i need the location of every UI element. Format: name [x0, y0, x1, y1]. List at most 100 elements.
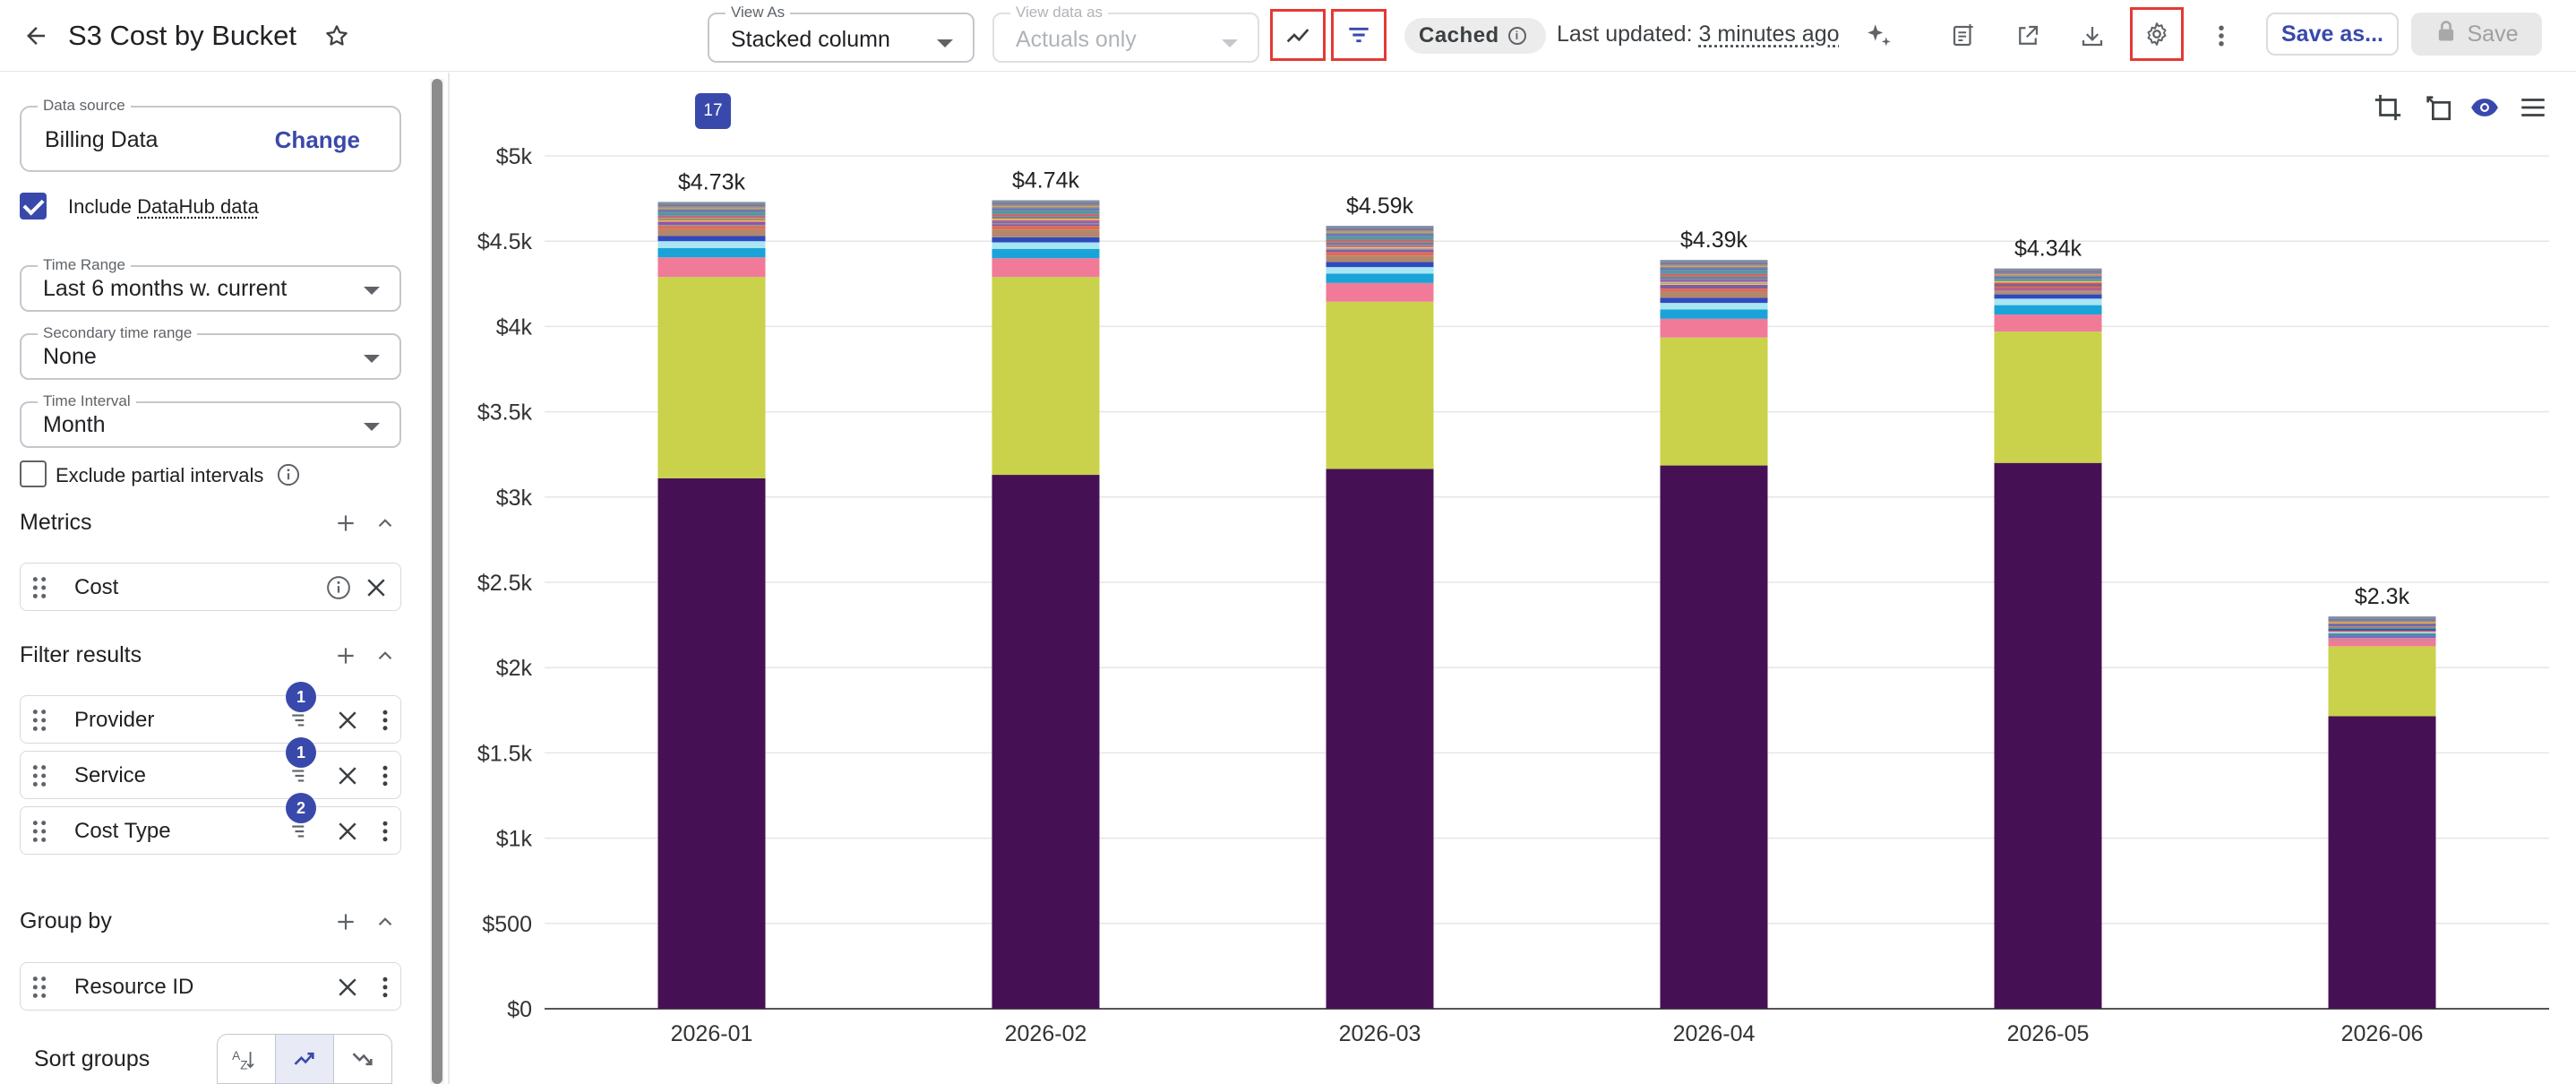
- bar-segment[interactable]: [992, 211, 1100, 213]
- change-data-source-link[interactable]: Change: [274, 126, 360, 153]
- bar-segment[interactable]: [2328, 628, 2436, 632]
- bar-segment[interactable]: [1994, 291, 2102, 293]
- close-icon[interactable]: [334, 707, 361, 734]
- bar-segment[interactable]: [1994, 286, 2102, 289]
- bar-segment[interactable]: [1660, 288, 1768, 292]
- bar-segment[interactable]: [657, 204, 766, 207]
- crop-icon[interactable]: [2368, 88, 2408, 127]
- bar-segment[interactable]: [2328, 624, 2436, 625]
- bar-segment[interactable]: [1660, 268, 1768, 271]
- bar-segment[interactable]: [1994, 282, 2102, 285]
- bar-segment[interactable]: [657, 226, 766, 229]
- bar-segment[interactable]: [657, 241, 766, 248]
- bar-segment[interactable]: [1994, 282, 2102, 287]
- bar-segment[interactable]: [1326, 239, 1434, 242]
- data-source-field[interactable]: Data source Billing Data Change: [20, 97, 401, 172]
- bar-segment[interactable]: [992, 208, 1100, 211]
- bar-segment[interactable]: [992, 226, 1100, 230]
- bar-segment[interactable]: [1660, 273, 1768, 276]
- bar-segment[interactable]: [1660, 262, 1768, 264]
- bar-segment[interactable]: [2328, 630, 2436, 632]
- bar-segment[interactable]: [1326, 282, 1434, 302]
- bar-segment[interactable]: [1994, 298, 2102, 305]
- bar-segment[interactable]: [1326, 267, 1434, 274]
- bar-segment[interactable]: [992, 202, 1100, 205]
- bar-segment[interactable]: [1326, 237, 1434, 239]
- secondary-time-range-select[interactable]: Secondary time range None: [20, 324, 401, 380]
- bar-segment[interactable]: [657, 247, 766, 258]
- bar-segment[interactable]: [2328, 637, 2436, 647]
- eye-icon[interactable]: [2465, 88, 2504, 127]
- bar-segment[interactable]: [992, 218, 1100, 222]
- bar-segment[interactable]: [992, 258, 1100, 278]
- bar-segment[interactable]: [657, 236, 766, 242]
- bar-segment[interactable]: [1326, 243, 1434, 245]
- bar-segment[interactable]: [2328, 622, 2436, 624]
- sidebar-scrollbar-thumb[interactable]: [432, 79, 442, 1084]
- close-icon[interactable]: [334, 974, 361, 1001]
- bar-segment[interactable]: [1994, 462, 2102, 1009]
- bar-segment[interactable]: [657, 216, 766, 218]
- bar-segment[interactable]: [992, 205, 1100, 208]
- drag-handle-icon[interactable]: [30, 819, 49, 848]
- bar-segment[interactable]: [1660, 271, 1768, 273]
- more-vertical-icon[interactable]: [372, 974, 399, 1001]
- bar-segment[interactable]: [657, 477, 766, 1009]
- bar-segment[interactable]: [1660, 265, 1768, 267]
- bar-segment[interactable]: [992, 229, 1100, 237]
- bar-segment[interactable]: [992, 277, 1100, 476]
- bar-segment[interactable]: [1994, 277, 2102, 279]
- bar-segment[interactable]: [657, 221, 766, 227]
- drag-handle-icon[interactable]: [30, 708, 49, 737]
- close-icon[interactable]: [334, 762, 361, 789]
- star-icon[interactable]: [317, 16, 356, 56]
- chevron-up-icon[interactable]: [371, 908, 399, 936]
- drag-handle-icon[interactable]: [30, 975, 49, 1004]
- bar-segment[interactable]: [1326, 228, 1434, 230]
- bar-segment[interactable]: [2328, 624, 2436, 627]
- view-as-select[interactable]: View As Stacked column: [708, 4, 975, 63]
- save-as-button[interactable]: Save as...: [2266, 13, 2399, 56]
- settings-button[interactable]: [2130, 7, 2184, 61]
- bar-segment[interactable]: [2328, 627, 2436, 630]
- bar-segment[interactable]: [992, 222, 1100, 225]
- bar-segment[interactable]: [2328, 646, 2436, 717]
- more-vertical-icon[interactable]: [372, 707, 399, 734]
- bar-segment[interactable]: [1326, 469, 1434, 1009]
- bar-segment[interactable]: [2328, 639, 2436, 641]
- bar-segment[interactable]: [1660, 291, 1768, 298]
- bar-segment[interactable]: [657, 257, 766, 278]
- add-to-dashboard-icon[interactable]: [1944, 16, 1983, 56]
- bar-segment[interactable]: [1660, 280, 1768, 281]
- bar-segment[interactable]: [1994, 273, 2102, 276]
- filter-lines-icon[interactable]: [289, 709, 313, 736]
- bar-segment[interactable]: [1326, 245, 1434, 247]
- info-icon[interactable]: i: [1507, 27, 1526, 45]
- download-icon[interactable]: [2073, 16, 2112, 56]
- group-chip-resource-id[interactable]: Resource ID: [20, 962, 401, 1011]
- add-group-plus-icon[interactable]: [331, 908, 360, 936]
- bar-segment[interactable]: [1660, 284, 1768, 289]
- bar-segment[interactable]: [1994, 280, 2102, 283]
- bar-segment[interactable]: [992, 237, 1100, 243]
- time-interval-select[interactable]: Time Interval Month: [20, 392, 401, 448]
- bar-segment[interactable]: [2328, 626, 2436, 629]
- add-metric-plus-icon[interactable]: [331, 509, 360, 538]
- info-icon[interactable]: [325, 574, 352, 601]
- bar-segment[interactable]: [1326, 262, 1434, 268]
- bar-segment[interactable]: [1660, 337, 1768, 466]
- bar-segment[interactable]: [1326, 231, 1434, 233]
- bar-segment[interactable]: [1326, 234, 1434, 237]
- panel-divider[interactable]: [448, 73, 450, 1084]
- bar-segment[interactable]: [1994, 285, 2102, 288]
- chevron-up-icon[interactable]: [371, 641, 399, 670]
- bar-segment[interactable]: [657, 219, 766, 221]
- bar-segment[interactable]: [992, 248, 1100, 259]
- hamburger-menu-icon[interactable]: [2513, 88, 2553, 127]
- sort-ascending-trend-icon[interactable]: [276, 1035, 334, 1083]
- bar-segment[interactable]: [1994, 294, 2102, 299]
- filter-button[interactable]: [1331, 9, 1387, 61]
- bar-segment[interactable]: [1326, 252, 1434, 256]
- close-icon[interactable]: [363, 574, 390, 601]
- bar-segment[interactable]: [657, 210, 766, 212]
